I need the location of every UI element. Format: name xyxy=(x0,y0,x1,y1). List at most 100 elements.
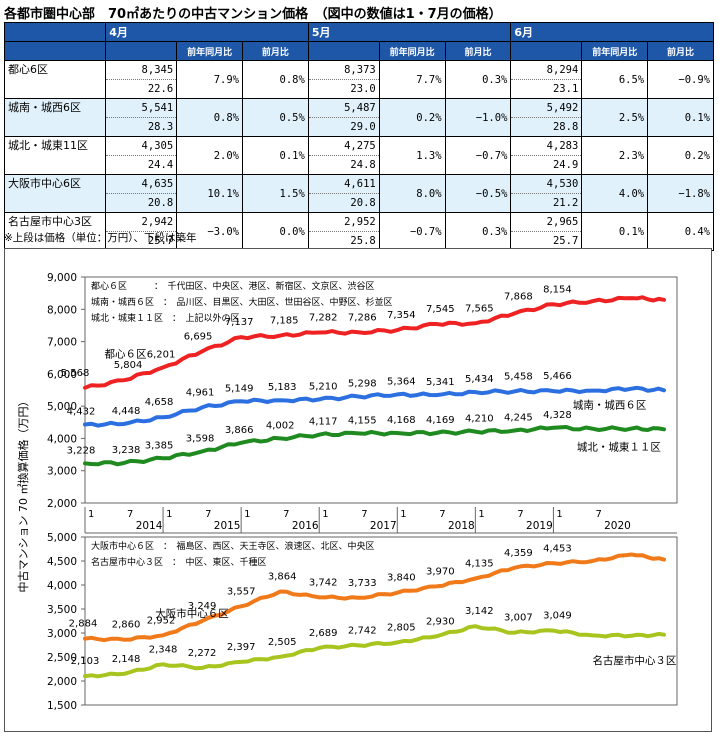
data-label: 7,868 xyxy=(504,292,533,303)
sub-header: 前年同月比 xyxy=(378,41,446,61)
data-label: 2,397 xyxy=(227,642,256,653)
row-name: 城南・城西6区 xyxy=(3,98,107,137)
x-tick-month: 1 xyxy=(166,509,172,520)
data-label: 2,689 xyxy=(309,628,338,639)
data-label: 5,466 xyxy=(543,371,572,382)
data-label: 3,864 xyxy=(268,572,297,583)
data-label: 2,860 xyxy=(112,620,141,631)
y-tick-label: 7,000 xyxy=(47,337,77,349)
data-label: 5,568 xyxy=(61,368,90,379)
legend-text: 城北・城東１１区 ： 上記以外の区 xyxy=(91,312,240,324)
series-name-label: 名古屋市中心３区 xyxy=(592,654,676,667)
x-tick-month: 7 xyxy=(439,509,445,520)
y-tick-label: 2,500 xyxy=(47,652,77,664)
y-tick-label: 5,000 xyxy=(47,532,77,544)
mom-cell: 0.0% xyxy=(241,212,309,251)
legend-text: 城南・城西６区 ： 品川区、目黒区、大田区、世田谷区、中野区、杉並区 xyxy=(91,296,393,308)
sub-header: 前年同月比 xyxy=(581,41,649,61)
sub-header: 前月比 xyxy=(444,41,512,61)
data-label: 5,210 xyxy=(309,381,338,392)
mom-cell: −1.0% xyxy=(444,98,512,137)
legend-text: 大阪市中心６区 ： 福島区、西区、天王寺区、浪速区、北区、中央区 xyxy=(91,540,375,552)
month-header: 4月 xyxy=(105,22,309,42)
data-label: 7,545 xyxy=(426,304,455,315)
data-label: 2,884 xyxy=(69,619,98,630)
data-label: 3,249 xyxy=(188,601,217,612)
age-cell: 24.9 xyxy=(510,155,583,175)
data-label: 5,298 xyxy=(348,379,377,390)
age-cell: 21.2 xyxy=(510,193,583,213)
row-name: 城北・城東11区 xyxy=(3,136,107,175)
x-tick-month: 1 xyxy=(556,509,562,520)
row-name: 都心6区 xyxy=(3,60,107,99)
data-label: 2,103 xyxy=(71,656,100,667)
data-label: 7,185 xyxy=(270,316,299,327)
price-cell: 8,373 xyxy=(307,60,380,80)
data-label: 7,137 xyxy=(225,317,254,328)
age-cell: 23.0 xyxy=(307,79,380,99)
x-year-label: 2019 xyxy=(526,520,553,532)
x-year-label: 2016 xyxy=(292,520,319,532)
mom-cell: 0.8% xyxy=(241,60,309,99)
x-tick-month: 1 xyxy=(400,509,406,520)
price-cell: 4,305 xyxy=(105,136,178,156)
age-cell: 24.4 xyxy=(105,155,178,175)
data-label: 4,117 xyxy=(309,417,338,428)
x-tick-month: 7 xyxy=(127,509,133,520)
data-label: 5,183 xyxy=(268,382,297,393)
data-label: 5,364 xyxy=(387,376,416,387)
price-cell: 2,952 xyxy=(307,212,380,232)
y-tick-label: 2,000 xyxy=(47,498,77,510)
table-note: ※上段は価格（単位：万円）、下段は築年 xyxy=(4,232,197,244)
x-year-label: 2015 xyxy=(214,520,241,532)
mom-cell: −1.8% xyxy=(647,174,714,213)
y-tick-label: 3,000 xyxy=(47,628,77,640)
yoy-cell: 8.0% xyxy=(378,174,446,213)
data-label: 4,448 xyxy=(112,406,141,417)
age-cell: 28.3 xyxy=(105,117,178,137)
data-label: 4,002 xyxy=(266,420,295,431)
table-corner-sub xyxy=(3,41,107,61)
price-table: 4月 5月 6月 前年同月比 前月比 前年同月比 前月比 前年同月比 前月比 都心6区 8,345 7… xyxy=(3,22,714,251)
data-label: 3,385 xyxy=(145,440,174,451)
mom-cell: −0.5% xyxy=(444,174,512,213)
series-line xyxy=(83,425,666,467)
data-label: 4,135 xyxy=(465,559,494,570)
price-cell: 2,942 xyxy=(105,212,178,232)
age-cell: 22.6 xyxy=(105,79,178,99)
yoy-cell: −3.0% xyxy=(176,212,243,251)
data-label: 3,142 xyxy=(465,606,494,617)
data-label: 2,148 xyxy=(112,654,141,665)
series-name-label: 都心６区 xyxy=(105,349,147,361)
data-label: 2,742 xyxy=(348,625,377,636)
age-cell: 24.8 xyxy=(307,155,380,175)
y-tick-label: 6,000 xyxy=(47,369,77,381)
yoy-cell: 2.5% xyxy=(581,98,649,137)
yoy-cell: 0.8% xyxy=(176,98,243,137)
plot-area xyxy=(84,536,678,706)
price-cell: 4,530 xyxy=(510,174,583,194)
y-tick-label: 4,000 xyxy=(47,433,77,445)
y-tick-label: 4,500 xyxy=(47,556,77,568)
price-cell: 4,635 xyxy=(105,174,178,194)
yoy-cell: 2.3% xyxy=(581,136,649,175)
sub-header-blank xyxy=(105,41,178,61)
data-label: 4,453 xyxy=(543,543,572,554)
series-name-label: 大阪市中心６区 xyxy=(155,607,229,620)
x-tick-month: 1 xyxy=(322,509,328,520)
series-line xyxy=(83,385,666,428)
data-label: 4,961 xyxy=(186,387,215,398)
yoy-cell: 1.3% xyxy=(378,136,446,175)
series-line xyxy=(83,295,666,390)
legend-text: 名古屋市中心３区 ： 中区、東区、千種区 xyxy=(91,556,267,568)
data-label: 3,598 xyxy=(186,433,215,444)
y-tick-label: 9,000 xyxy=(47,272,77,284)
yoy-cell: 6.5% xyxy=(581,60,649,99)
data-label: 6,201 xyxy=(147,349,176,360)
data-label: 3,007 xyxy=(504,613,533,624)
data-label: 3,866 xyxy=(225,425,254,436)
data-label: 2,952 xyxy=(147,615,176,626)
x-tick-month: 1 xyxy=(244,509,250,520)
data-label: 3,238 xyxy=(112,445,141,456)
data-label: 5,149 xyxy=(225,383,254,394)
